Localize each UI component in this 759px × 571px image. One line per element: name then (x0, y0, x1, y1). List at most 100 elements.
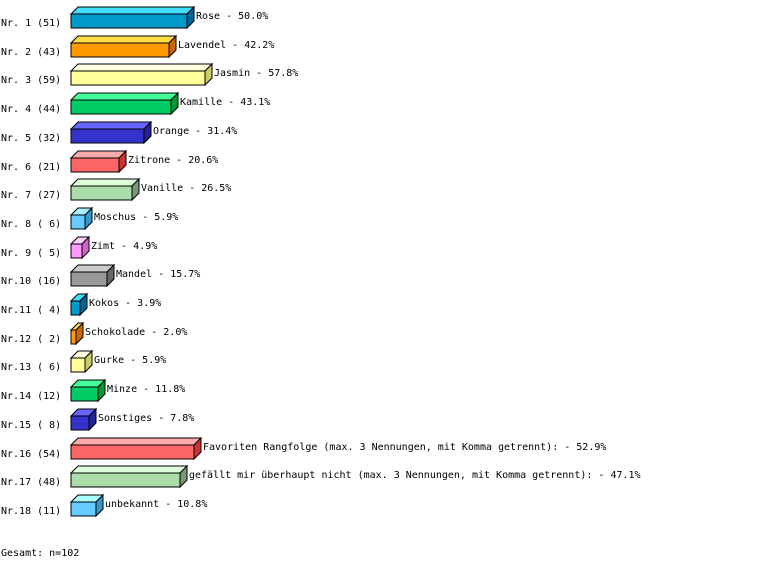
category-label: gefällt mir überhaupt nicht (max. 3 Nenn… (189, 470, 610, 481)
row-label: Nr. 8 ( 6) (1, 219, 61, 230)
bar-top (69, 121, 153, 130)
bar-top (69, 437, 203, 446)
bar-top (69, 150, 128, 159)
percent-label: 10.8% (177, 499, 207, 510)
percent-label: 7.8% (170, 413, 194, 424)
value-label: Kamille - 43.1% (180, 97, 270, 108)
percent-label: 4.9% (133, 241, 157, 252)
row-label: Nr. 5 (32) (1, 133, 61, 144)
percent-label: 47.1% (610, 470, 640, 481)
percent-label: 11.8% (155, 384, 185, 395)
row-label: Nr.17 (48) (1, 477, 61, 488)
bar (70, 415, 90, 431)
bar-top (69, 6, 196, 15)
category-label: Moschus - (94, 212, 154, 223)
row-label: Nr. 7 (27) (1, 190, 61, 201)
bar-top (69, 178, 141, 187)
percent-label: 15.7% (170, 269, 200, 280)
category-label: Mandel - (116, 269, 170, 280)
bar (70, 329, 77, 345)
value-label: Favoriten Rangfolge (max. 3 Nennungen, m… (203, 442, 606, 453)
value-label: Jasmin - 57.8% (214, 68, 298, 79)
bar (70, 157, 120, 173)
bar-top (69, 92, 180, 101)
row-label: Nr.10 (16) (1, 276, 61, 287)
bar (70, 185, 133, 201)
percent-label: 42.2% (244, 40, 274, 51)
bar-top (69, 35, 178, 44)
bar (70, 357, 86, 373)
row-label: Nr.12 ( 2) (1, 334, 61, 345)
bar (70, 128, 145, 144)
category-label: Zimt - (91, 241, 133, 252)
row-label: Nr.13 ( 6) (1, 362, 61, 373)
bar (70, 501, 97, 517)
bar (70, 472, 181, 488)
category-label: Gurke - (94, 355, 142, 366)
value-label: Mandel - 15.7% (116, 269, 200, 280)
bar (70, 214, 86, 230)
row-label: Nr.15 ( 8) (1, 420, 61, 431)
percent-label: 43.1% (240, 97, 270, 108)
bar (70, 13, 188, 29)
value-label: Minze - 11.8% (107, 384, 185, 395)
percent-label: 20.6% (188, 155, 218, 166)
row-label: Nr.14 (12) (1, 391, 61, 402)
percent-label: 2.0% (163, 327, 187, 338)
bar (70, 444, 195, 460)
percent-label: 3.9% (137, 298, 161, 309)
value-label: Schokolade - 2.0% (85, 327, 187, 338)
row-label: Nr. 2 (43) (1, 47, 61, 58)
category-label: unbekannt - (105, 499, 177, 510)
category-label: Vanille - (141, 183, 201, 194)
value-label: Gurke - 5.9% (94, 355, 166, 366)
bar (70, 386, 99, 402)
value-label: Sonstiges - 7.8% (98, 413, 194, 424)
row-label: Nr.16 (54) (1, 449, 61, 460)
value-label: Moschus - 5.9% (94, 212, 178, 223)
value-label: Kokos - 3.9% (89, 298, 161, 309)
bar-top (69, 465, 189, 474)
category-label: Orange - (153, 126, 207, 137)
value-label: Lavendel - 42.2% (178, 40, 274, 51)
category-label: Kamille - (180, 97, 240, 108)
percent-label: 31.4% (207, 126, 237, 137)
row-label: Nr. 9 ( 5) (1, 248, 61, 259)
category-label: Minze - (107, 384, 155, 395)
percent-label: 50.0% (238, 11, 268, 22)
bar (70, 243, 83, 259)
value-label: Vanille - 26.5% (141, 183, 231, 194)
row-label: Nr. 4 (44) (1, 104, 61, 115)
percent-label: 57.8% (268, 68, 298, 79)
category-label: Kokos - (89, 298, 137, 309)
category-label: Lavendel - (178, 40, 244, 51)
bar (70, 99, 172, 115)
bar (70, 300, 81, 316)
percent-label: 26.5% (201, 183, 231, 194)
total-count: Gesamt: n=102 (1, 548, 80, 559)
category-label: Favoriten Rangfolge (max. 3 Nennungen, m… (203, 442, 576, 453)
value-label: unbekannt - 10.8% (105, 499, 207, 510)
category-label: Jasmin - (214, 68, 268, 79)
percent-label: 52.9% (576, 442, 606, 453)
category-label: Zitrone - (128, 155, 188, 166)
row-label: Nr. 1 (51) (1, 18, 61, 29)
value-label: Zimt - 4.9% (91, 241, 157, 252)
bar (70, 271, 108, 287)
row-label: Nr.11 ( 4) (1, 305, 61, 316)
bar-top (69, 63, 214, 72)
bar (70, 42, 170, 58)
percent-label: 5.9% (142, 355, 166, 366)
row-label: Nr.18 (11) (1, 506, 61, 517)
category-label: Rose - (196, 11, 238, 22)
bar (70, 70, 206, 86)
value-label: Rose - 50.0% (196, 11, 268, 22)
value-label: gefällt mir überhaupt nicht (max. 3 Nenn… (189, 470, 641, 481)
value-label: Orange - 31.4% (153, 126, 237, 137)
row-label: Nr. 3 (59) (1, 75, 61, 86)
category-label: Schokolade - (85, 327, 163, 338)
row-label: Nr. 6 (21) (1, 162, 61, 173)
percent-label: 5.9% (154, 212, 178, 223)
category-label: Sonstiges - (98, 413, 170, 424)
